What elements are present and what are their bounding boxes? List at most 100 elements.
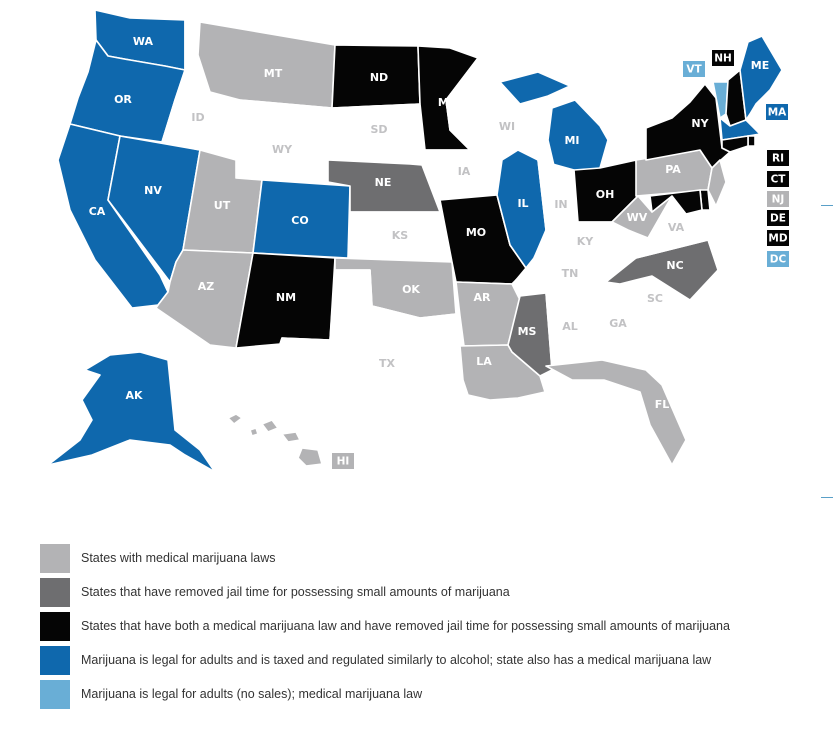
state-md: [649, 189, 703, 215]
state-tag-vt: VT: [683, 61, 705, 77]
state-tag-hi: HI: [332, 453, 354, 469]
state-label-mi: MI: [564, 134, 579, 147]
legend-label-legal-no-sales: Marijuana is legal for adults (no sales)…: [81, 687, 423, 701]
state-tag-ma: MA: [766, 104, 788, 120]
state-tag-box-ma: [766, 104, 788, 120]
state-label-ia: IA: [458, 165, 471, 178]
state-tx: [279, 269, 464, 456]
state-hi: [297, 447, 323, 467]
state-fl: [545, 359, 687, 466]
state-ri: [747, 135, 756, 147]
state-label-pa: PA: [665, 163, 681, 176]
state-tag-ct: CT: [767, 171, 789, 187]
state-label-ut: UT: [214, 199, 231, 212]
state-label-ne: NE: [375, 176, 392, 189]
state-wy: [235, 99, 333, 183]
state-hi: [281, 431, 301, 443]
state-label-al: AL: [562, 320, 578, 333]
state-tag-label-ct: CT: [771, 174, 787, 186]
state-label-ky: KY: [577, 235, 595, 248]
state-label-nm: NM: [276, 291, 296, 304]
state-tag-dc: DC: [767, 251, 789, 267]
state-tag-box-md: [767, 230, 789, 246]
state-tag-label-dc: DC: [770, 254, 787, 266]
state-hi: [249, 427, 259, 437]
state-label-ny: NY: [691, 117, 709, 130]
state-tag-label-nh: NH: [714, 53, 732, 65]
state-label-id: ID: [191, 111, 204, 124]
state-ct: [721, 135, 749, 153]
state-mt: [197, 21, 336, 109]
state-tag-nj: NJ: [767, 191, 789, 207]
state-label-il: IL: [517, 197, 528, 210]
state-nj: [707, 159, 727, 207]
state-label-wv: WV: [627, 211, 648, 224]
legend-label-both: States that have both a medical marijuan…: [81, 619, 730, 633]
state-ak: [47, 351, 216, 473]
state-label-ar: AR: [474, 291, 492, 304]
state-tag-box-dc: [767, 251, 789, 267]
edge-divider: [821, 205, 833, 206]
state-label-ks: KS: [392, 229, 409, 242]
state-label-me: ME: [751, 59, 769, 72]
state-ga: [587, 283, 653, 371]
legend-swatch-legal-no-sales: [40, 680, 70, 709]
legend-label-medical: States with medical marijuana laws: [81, 551, 276, 565]
state-label-wa: WA: [133, 35, 154, 48]
state-mi: [499, 71, 571, 105]
state-label-va: VA: [668, 221, 685, 234]
legend-swatch-both: [40, 612, 70, 641]
legend-label-legal-taxed: Marijuana is legal for adults and is tax…: [81, 653, 712, 667]
state-tag-box-vt: [683, 61, 705, 77]
tags-layer: VT NH MA RI CT NJ DE MD DC HI: [332, 50, 789, 469]
state-label-wy: WY: [272, 143, 293, 156]
state-label-in: IN: [554, 198, 567, 211]
state-tag-ri: RI: [767, 150, 789, 166]
state-tag-box-nj: [767, 191, 789, 207]
state-tag-label-md: MD: [768, 233, 787, 245]
state-sd: [327, 103, 426, 165]
state-tag-label-vt: VT: [686, 64, 702, 76]
edge-divider: [821, 497, 833, 498]
legend-swatch-decrim: [40, 578, 70, 607]
state-tag-label-ma: MA: [768, 107, 787, 119]
state-label-nv: NV: [144, 184, 162, 197]
state-label-co: CO: [291, 214, 308, 227]
state-label-nc: NC: [666, 259, 683, 272]
state-tag-nh: NH: [712, 50, 734, 66]
state-label-mo: MO: [466, 226, 486, 239]
states-layer: [47, 9, 783, 473]
state-label-tx: TX: [379, 357, 396, 370]
state-tag-de: DE: [767, 210, 789, 226]
state-hi: [227, 413, 243, 425]
state-label-wi: WI: [499, 120, 515, 133]
state-label-ga: GA: [609, 317, 627, 330]
state-label-mt: MT: [264, 67, 283, 80]
state-label-ca: CA: [89, 205, 106, 218]
state-me: [739, 35, 783, 121]
state-hi: [261, 419, 279, 433]
legend-swatch-medical: [40, 544, 70, 573]
state-tag-box-ri: [767, 150, 789, 166]
legend-swatch-legal-taxed: [40, 646, 70, 675]
state-tag-label-ri: RI: [772, 153, 784, 165]
state-label-or: OR: [114, 93, 132, 106]
state-tag-md: MD: [767, 230, 789, 246]
state-label-mn: MN: [438, 96, 458, 109]
state-label-tn: TN: [562, 267, 579, 280]
state-tag-box-ct: [767, 171, 789, 187]
state-tag-label-de: DE: [770, 213, 786, 225]
us-map: WA OR CA NV ID MT WY UT AZ CO NM ND SD NE KS OK TX MN IA MO…: [47, 9, 789, 473]
state-label-la: LA: [476, 355, 492, 368]
state-label-nd: ND: [370, 71, 388, 84]
state-label-fl: FL: [655, 398, 670, 411]
state-label-ok: OK: [402, 283, 420, 296]
labels-layer: WA OR CA NV ID MT WY UT AZ CO NM ND SD NE KS OK TX MN IA MO…: [89, 35, 770, 411]
legend-label-decrim: States that have removed jail time for p…: [81, 585, 510, 599]
state-tag-box-nh: [712, 50, 734, 66]
state-label-ak: AK: [125, 389, 143, 402]
state-label-az: AZ: [198, 280, 215, 293]
state-label-sd: SD: [370, 123, 387, 136]
state-label-sc: SC: [647, 292, 663, 305]
state-tag-label-hi: HI: [337, 456, 350, 468]
